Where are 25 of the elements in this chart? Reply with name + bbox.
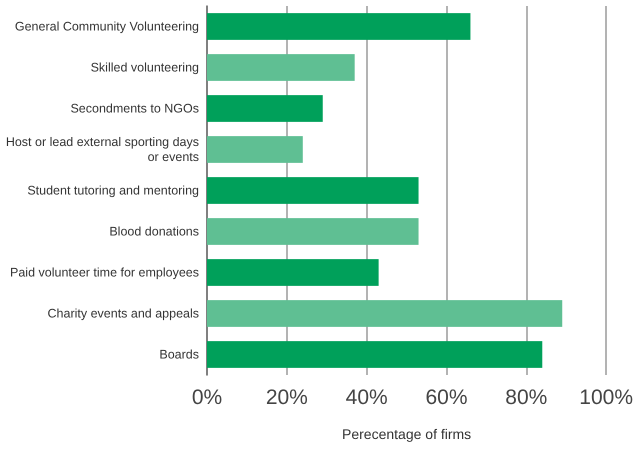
y-tick-label: Host or lead external sporting days or events — [6, 135, 199, 164]
x-tick-label: 20% — [266, 386, 308, 409]
bar — [207, 300, 562, 327]
y-tick-label: Charity events and appeals — [48, 306, 199, 320]
bar — [207, 54, 355, 81]
y-tick-label: Student tutoring and mentoring — [27, 184, 200, 198]
y-tick-label: General Community Volunteering — [14, 20, 200, 34]
x-axis-title: Perecentage of firms — [342, 426, 472, 442]
bar — [207, 95, 323, 122]
x-tick-label: 100% — [579, 386, 634, 409]
bar — [207, 136, 303, 163]
bar — [207, 341, 542, 368]
x-tick-label: 60% — [425, 386, 468, 409]
x-tick-label: 80% — [505, 386, 548, 409]
y-tick-label: Boards — [159, 348, 199, 362]
x-tick-label: 40% — [346, 386, 388, 409]
bar — [207, 259, 379, 286]
y-tick-label: Secondments to NGOs — [70, 102, 199, 116]
y-tick-label: Skilled volunteering — [90, 60, 200, 74]
y-tick-label: Paid volunteer time for employees — [10, 266, 199, 280]
x-tick-label: 0% — [192, 386, 222, 409]
bar — [207, 13, 470, 40]
bar — [207, 177, 419, 204]
y-tick-label: Blood donations — [109, 224, 199, 238]
bar — [207, 218, 419, 245]
